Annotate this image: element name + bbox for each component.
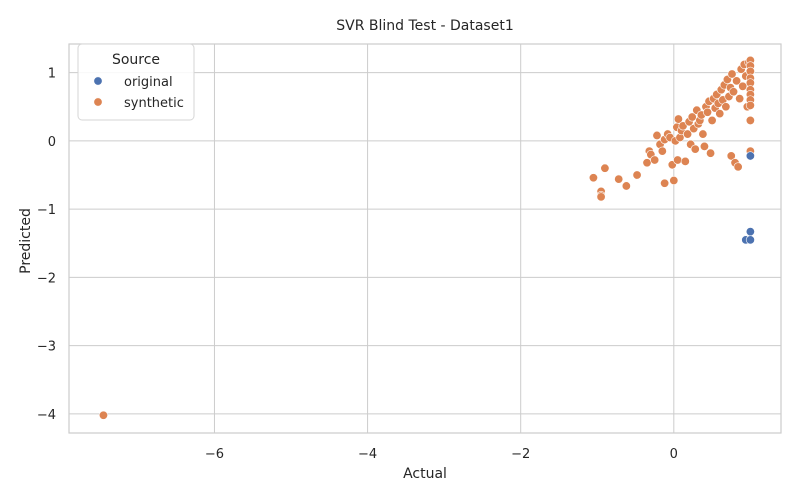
synthetic-point: [707, 115, 717, 125]
synthetic-point: [721, 102, 731, 112]
synthetic-point: [650, 155, 660, 165]
synthetic-point: [738, 81, 748, 91]
y-tick-label: −2: [37, 271, 56, 286]
y-tick-label: −3: [37, 340, 56, 355]
synthetic-point: [690, 144, 700, 154]
synthetic-point: [614, 174, 624, 184]
synthetic-point: [588, 173, 598, 183]
synthetic-point: [699, 141, 709, 151]
original-point: [745, 235, 755, 245]
synthetic-point: [98, 410, 108, 420]
grid: [69, 44, 781, 433]
synthetic-point: [642, 158, 652, 168]
legend-entry-synthetic[interactable]: synthetic: [124, 96, 184, 111]
x-tick-label: −2: [511, 447, 530, 462]
plot-frame: [68, 43, 782, 434]
synthetic-point: [680, 156, 690, 166]
synthetic-point: [706, 148, 716, 158]
synthetic-point: [726, 151, 736, 161]
legend-entry-original[interactable]: original: [124, 75, 173, 90]
synthetic-point: [727, 69, 737, 79]
synthetic-point: [703, 107, 713, 117]
synthetic-point: [632, 170, 642, 180]
legend-box: [77, 43, 195, 121]
synthetic-point: [596, 192, 606, 202]
y-tick-label: 0: [48, 135, 56, 150]
synthetic-point: [673, 155, 683, 165]
original-legend-marker: [93, 76, 103, 86]
x-tick-label: 0: [670, 447, 678, 462]
synthetic-point: [732, 76, 742, 86]
axes: −6 −4 −2 0 1 0 −1 −2 −3 −4: [37, 43, 782, 462]
original-point: [745, 227, 755, 237]
legend[interactable]: Source original synthetic: [77, 43, 195, 121]
synthetic-point: [683, 129, 693, 139]
legend-title: Source: [112, 52, 160, 68]
synthetic-point: [735, 94, 745, 104]
x-tick-label: −4: [358, 447, 377, 462]
synthetic-point: [657, 146, 667, 156]
synthetic-point: [652, 130, 662, 140]
synthetic-point: [729, 87, 739, 97]
x-tick-label: −6: [205, 447, 224, 462]
y-tick-label: −1: [37, 203, 56, 218]
data-points: [98, 55, 755, 420]
original-point: [745, 151, 755, 161]
synthetic-point: [745, 115, 755, 125]
y-axis-label: Predicted: [18, 208, 34, 274]
synthetic-point: [600, 163, 610, 173]
synthetic-legend-marker: [93, 97, 103, 107]
synthetic-point: [660, 178, 670, 188]
x-axis-label: Actual: [403, 466, 447, 482]
synthetic-point: [673, 114, 683, 124]
synthetic-point: [687, 112, 697, 122]
synthetic-point: [733, 162, 743, 172]
synthetic-point: [715, 109, 725, 119]
y-tick-label: 1: [48, 67, 56, 82]
y-tick-label: −4: [37, 408, 56, 423]
synthetic-point: [669, 175, 679, 185]
chart-title: SVR Blind Test - Dataset1: [336, 18, 514, 34]
synthetic-point: [698, 129, 708, 139]
synthetic-point: [745, 100, 755, 110]
synthetic-point: [621, 181, 631, 191]
